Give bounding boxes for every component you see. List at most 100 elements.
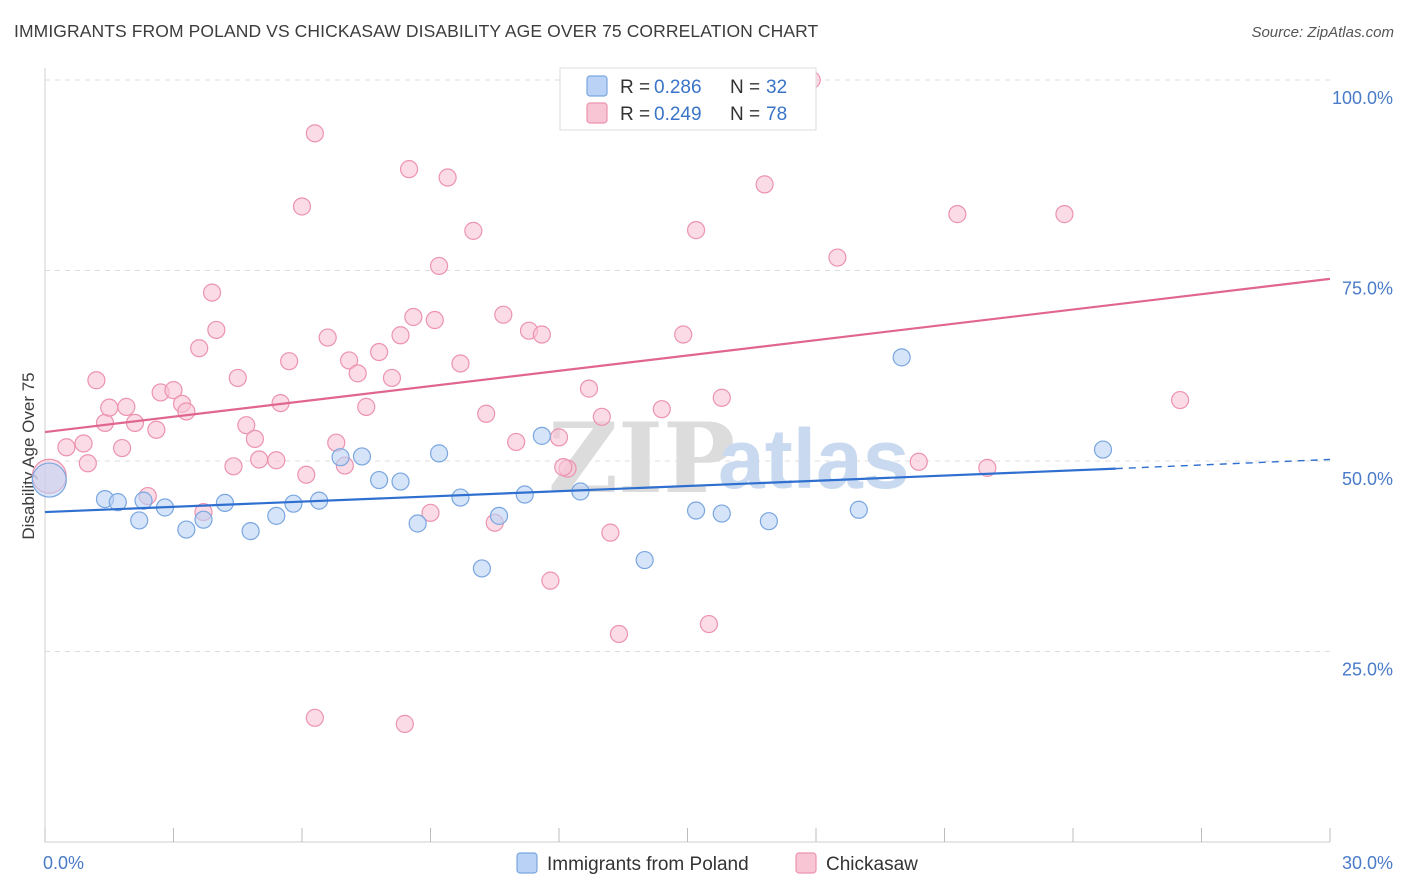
chickasaw-point: [147, 420, 166, 439]
poland-point: [370, 470, 389, 490]
chickasaw-point: [305, 124, 324, 143]
chickasaw-point: [395, 714, 414, 733]
chickasaw-point: [609, 624, 629, 644]
chickasaw-point: [78, 454, 97, 473]
chickasaw-point: [164, 381, 183, 400]
legend-poland-r-value: 0.286: [654, 77, 702, 98]
bottom-legend-swatch-chickasaw: [795, 852, 817, 874]
poland-point: [241, 522, 260, 541]
chickasaw-point: [674, 325, 693, 344]
legend-swatch-chickasaw: [586, 102, 608, 124]
chickasaw-point: [280, 352, 299, 371]
poland-point: [177, 520, 196, 539]
chickasaw-point: [224, 457, 243, 476]
bottom-legend-poland: Immigrants from Poland: [547, 854, 749, 875]
poland-point: [331, 448, 350, 467]
poland-point: [134, 491, 153, 510]
series-poland-points: [31, 348, 1113, 578]
watermark: ZIP atlas: [548, 402, 909, 515]
chickasaw-point: [100, 398, 119, 417]
chickasaw-point: [652, 400, 671, 419]
chickasaw-point: [404, 307, 423, 327]
chickasaw-point: [425, 310, 444, 330]
chickasaw-point: [87, 371, 106, 390]
poland-point: [429, 444, 449, 463]
x-axis-ticks: [44, 828, 1331, 842]
chickasaw-point: [391, 326, 410, 345]
chickasaw-point: [297, 465, 316, 484]
chickasaw-point: [357, 397, 376, 416]
chart-source: Source: ZipAtlas.com: [1251, 24, 1394, 41]
poland-point: [130, 511, 149, 530]
chickasaw-point: [117, 397, 136, 416]
chickasaw-point: [318, 328, 337, 347]
legend-chickasaw-n-value: 78: [766, 104, 787, 125]
chickasaw-point: [579, 379, 599, 398]
chickasaw-point: [245, 429, 264, 449]
chickasaw-point: [451, 354, 470, 373]
chickasaw-point: [978, 458, 997, 477]
chickasaw-point: [438, 168, 457, 187]
poland-point: [352, 447, 372, 466]
chickasaw-point: [399, 160, 419, 179]
x-tick-label-min: 0.0%: [43, 853, 84, 873]
poland-point: [759, 512, 778, 531]
chickasaw-point: [74, 434, 93, 453]
y-tick-label: 75.0%: [1342, 279, 1393, 299]
grid-lines: [45, 79, 1330, 652]
poland-point: [451, 488, 470, 507]
chickasaw-point: [382, 368, 402, 388]
chickasaw-point: [601, 523, 620, 542]
chickasaw-point: [267, 451, 286, 470]
chickasaw-point: [554, 457, 573, 477]
chickasaw-point: [190, 339, 209, 358]
poland-trend-extension: [1115, 458, 1331, 470]
chickasaw-point: [340, 351, 359, 370]
legend-poland-r-label: R =: [620, 77, 650, 98]
chickasaw-point: [828, 248, 847, 267]
poland-point: [532, 426, 551, 445]
chickasaw-point: [202, 283, 222, 302]
bottom-legend-chickasaw: Chickasaw: [826, 854, 918, 875]
poland-point: [635, 550, 654, 570]
chickasaw-point: [305, 708, 324, 727]
chickasaw-point: [712, 388, 731, 407]
chickasaw-trend-line: [44, 277, 1331, 434]
poland-point: [31, 462, 67, 498]
legend-chickasaw-r-value: 0.249: [654, 104, 702, 125]
poland-point: [408, 514, 427, 533]
chickasaw-point: [948, 205, 967, 224]
chickasaw-point: [592, 407, 611, 426]
chart-title: IMMIGRANTS FROM POLAND VS CHICKASAW DISA…: [14, 21, 819, 41]
poland-point: [108, 493, 127, 512]
chickasaw-point: [237, 416, 256, 435]
poland-point: [849, 500, 868, 519]
chickasaw-point: [370, 342, 389, 362]
chickasaw-point: [464, 221, 483, 240]
chickasaw-point: [755, 175, 774, 194]
chickasaw-point: [541, 571, 560, 590]
y-axis-tick-labels: 100.0% 75.0% 50.0% 25.0%: [1332, 88, 1393, 680]
chickasaw-point: [348, 364, 367, 383]
y-axis-label: Disability Age Over 75: [19, 372, 38, 539]
chickasaw-point: [1055, 205, 1074, 224]
x-axis-tick-labels: 0.0% 30.0%: [43, 853, 1393, 873]
chickasaw-point: [699, 614, 719, 634]
chickasaw-point: [549, 428, 569, 447]
chickasaw-point: [429, 256, 449, 276]
chickasaw-point: [1170, 390, 1190, 410]
poland-point: [892, 348, 911, 367]
poland-point: [1093, 440, 1113, 459]
chickasaw-point: [532, 325, 551, 344]
legend-chickasaw-r-label: R =: [620, 104, 650, 125]
y-tick-label: 25.0%: [1342, 660, 1393, 680]
series-legend: Immigrants from Poland Chickasaw: [516, 852, 918, 875]
legend-chickasaw-n-label: N =: [730, 104, 760, 125]
poland-point: [489, 506, 509, 525]
chickasaw-point: [292, 197, 312, 216]
chickasaw-point: [207, 320, 226, 340]
chickasaw-point: [421, 503, 440, 522]
poland-point: [472, 559, 491, 578]
y-tick-label: 50.0%: [1342, 469, 1393, 489]
